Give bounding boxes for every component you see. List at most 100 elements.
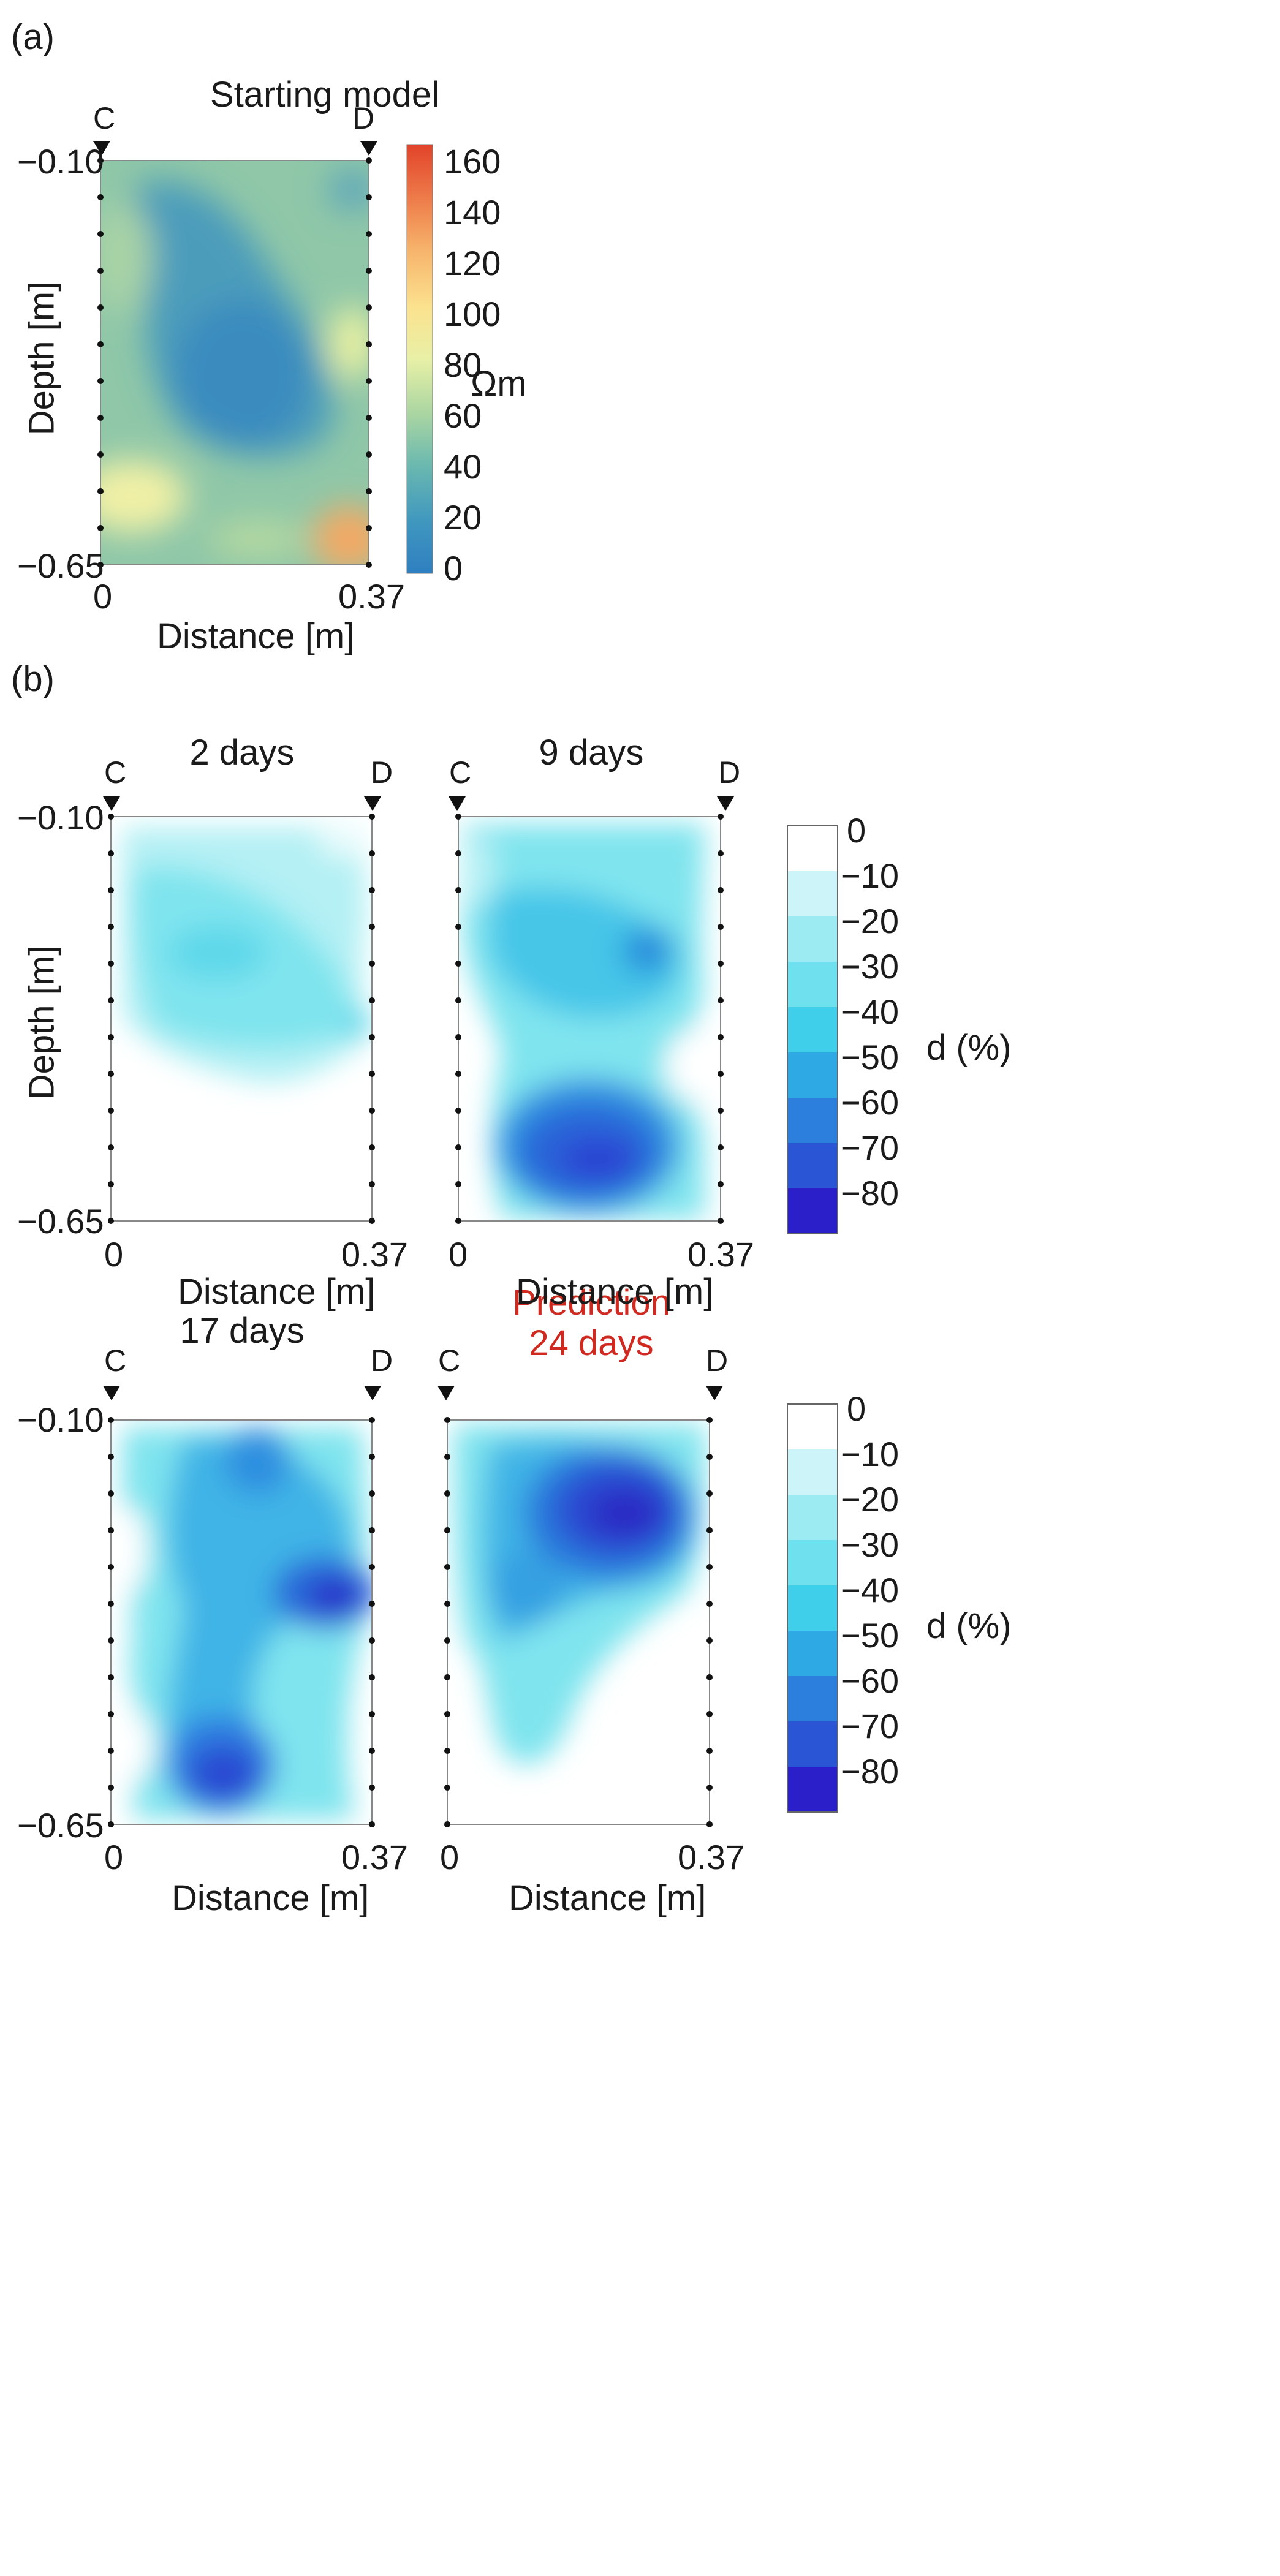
sub-17days-y-bottom: −0.65	[17, 1806, 104, 1845]
cb2-tick-20: −20	[841, 1480, 899, 1519]
electrode-dot	[718, 814, 724, 820]
cb-res-tick-40: 40	[444, 447, 482, 486]
electrode-dot	[455, 1181, 461, 1187]
electrode-dot	[108, 1821, 114, 1827]
electrode-dot	[369, 924, 375, 930]
electrode-dot	[718, 1034, 724, 1040]
sub-17days-title: 17 days	[180, 1311, 305, 1351]
electrode-dot	[108, 1748, 114, 1754]
cb2-tick-60: −60	[841, 1661, 899, 1700]
electrode-dot	[706, 1637, 713, 1644]
electrode-dot	[108, 1034, 114, 1040]
electrode-dot	[718, 961, 724, 967]
panel-a-electrode-dots	[97, 157, 372, 568]
electrode-dot	[369, 1785, 375, 1791]
sub-2days-x-left: 0	[104, 1235, 124, 1274]
panel-b-letter: (b)	[11, 659, 55, 699]
electrode-dot	[108, 1218, 114, 1224]
electrode-dot	[108, 1144, 114, 1150]
cb-res-tick-80: 80	[444, 346, 482, 384]
electrode-dot	[108, 961, 114, 967]
panel-a-x-right-label: 0.37	[338, 577, 405, 616]
panel-a-y-top-label: −0.10	[17, 142, 104, 181]
electrode-dot	[108, 887, 114, 893]
electrode-dot	[444, 1564, 450, 1570]
cb-res-tick-60: 60	[444, 396, 482, 435]
electrode-dot	[108, 1181, 114, 1187]
electrode-dot	[369, 961, 375, 967]
cb1-tick-80: −80	[841, 1174, 899, 1212]
sub-9days-x-right: 0.37	[687, 1235, 754, 1274]
cb-res-tick-0: 0	[444, 549, 463, 587]
electrode-dot	[706, 1748, 713, 1754]
electrode-dot	[369, 1108, 375, 1114]
electrode-dot	[455, 1144, 461, 1150]
panel-a-electrode-d-marker	[360, 141, 377, 156]
electrode-dot	[706, 1454, 713, 1460]
electrode-dot	[369, 1218, 375, 1224]
electrode-dot	[108, 1490, 114, 1497]
electrode-dot	[444, 1748, 450, 1754]
sub-2days-x-right: 0.37	[341, 1235, 408, 1274]
electrode-dot	[706, 1564, 713, 1570]
electrode-dot	[455, 887, 461, 893]
electrode-dot	[369, 1748, 375, 1754]
electrode-dot	[369, 1454, 375, 1460]
electrode-dot	[706, 1527, 713, 1533]
sub-17days-y-top: −0.10	[17, 1400, 104, 1439]
sub-9days-xlabel: Distance [m]	[516, 1272, 714, 1312]
cb2-tick-70: −70	[841, 1707, 899, 1745]
cb1-tick-30: −30	[841, 947, 899, 986]
panel-a-electrode-c-marker	[93, 141, 110, 156]
electrode-dot	[369, 1034, 375, 1040]
sub-2days-xlabel: Distance [m]	[178, 1272, 376, 1312]
electrode-dot	[108, 924, 114, 930]
cb2-tick-10: −10	[841, 1435, 899, 1473]
sub-17days-xlabel: Distance [m]	[172, 1878, 369, 1918]
heatmap-2days	[111, 817, 372, 1221]
electrode-dot	[718, 887, 724, 893]
electrode-dot	[444, 1711, 450, 1717]
electrode-dot	[444, 1785, 450, 1791]
electrode-dot	[706, 1674, 713, 1680]
electrode-dot	[718, 1071, 724, 1077]
sub-pred-electrode-c: C	[438, 1343, 461, 1378]
electrode-dot	[369, 1637, 375, 1644]
cb1-tick-50: −50	[841, 1038, 899, 1076]
cb1-tick-70: −70	[841, 1128, 899, 1167]
electrode-dot	[455, 961, 461, 967]
electrode-dot	[706, 1785, 713, 1791]
cb2-tick-50: −50	[841, 1616, 899, 1655]
cb2-unit: d (%)	[926, 1606, 1012, 1646]
sub-2days-title: 2 days	[189, 733, 295, 772]
sub-9days-electrode-c: C	[449, 755, 472, 790]
electrode-dot	[455, 1071, 461, 1077]
electrode-dot	[706, 1490, 713, 1497]
sub-17days-electrode-d: D	[371, 1343, 393, 1378]
electrode-dot	[369, 1601, 375, 1607]
electrode-dot	[369, 1181, 375, 1187]
electrode-dot	[369, 1527, 375, 1533]
cb-res-tick-20: 20	[444, 498, 482, 537]
heatmap-17days	[111, 1420, 372, 1824]
electrode-dot	[706, 1417, 713, 1423]
electrode-dot	[369, 814, 375, 820]
panel-a-electrode-c: C	[93, 101, 116, 135]
cb2-tick-40: −40	[841, 1571, 899, 1609]
cb1-unit: d (%)	[926, 1028, 1012, 1068]
sub-2days-electrode-d: D	[371, 755, 393, 790]
electrode-dot	[444, 1601, 450, 1607]
electrode-dot	[108, 1071, 114, 1077]
electrode-dot	[455, 997, 461, 1003]
electrode-dot	[444, 1490, 450, 1497]
electrode-dot	[369, 1490, 375, 1497]
electrode-dot	[369, 1564, 375, 1570]
electrode-dot	[718, 1108, 724, 1114]
electrode-dot	[369, 887, 375, 893]
electrode-dot	[718, 1144, 724, 1150]
cb1-tick-10: −10	[841, 856, 899, 895]
sub-2days-ylabel: Depth [m]	[21, 945, 62, 1100]
cb-res-tick-140: 140	[444, 193, 501, 232]
panel-a-xlabel: Distance [m]	[157, 616, 355, 656]
